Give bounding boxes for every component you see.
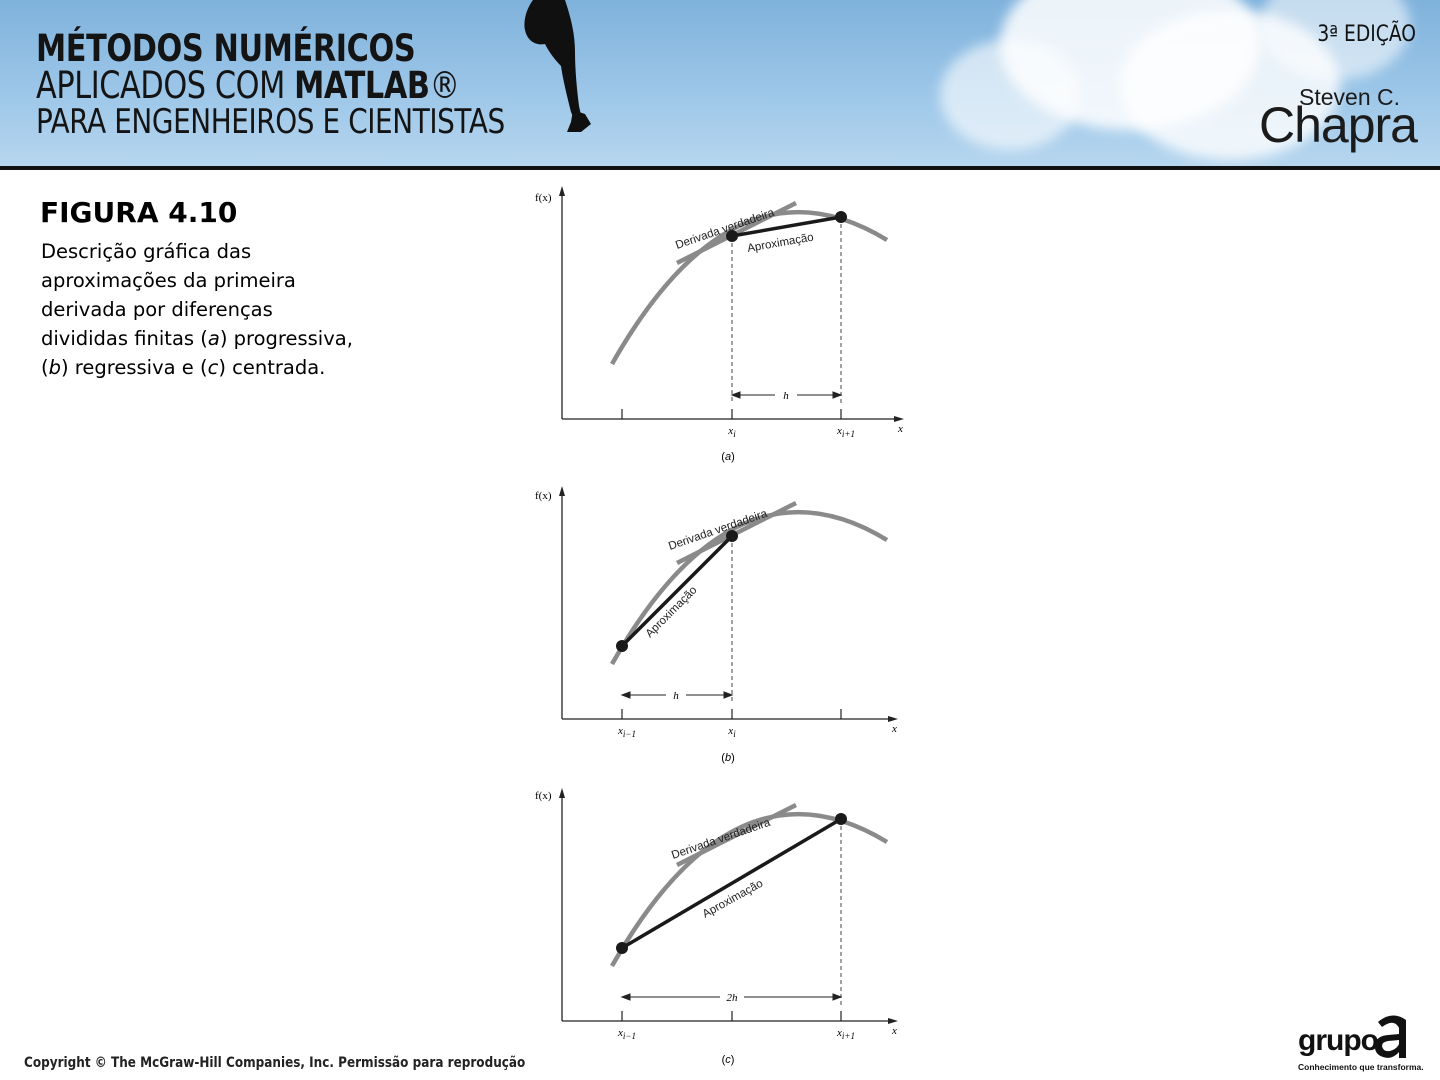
x-axis-arrowhead — [888, 1018, 898, 1024]
tangent-label: Derivada verdadeira — [667, 508, 769, 553]
panel-b-drawing: h Derivada verdadeira Aproximação f(x) x… — [535, 486, 898, 764]
approximation-line — [621, 817, 842, 950]
x-axis-label: x — [891, 1025, 897, 1037]
tick-label-right: xi+1 — [836, 425, 855, 439]
figure-description: Descrição gráfica das aproximações da pr… — [41, 237, 361, 382]
description-italic-c: c — [207, 356, 219, 379]
x-ticks — [621, 1011, 842, 1021]
tick-label-left: xi−1 — [617, 1027, 636, 1041]
matlab-wordmark: MATLAB — [294, 64, 430, 107]
interval-label: h — [673, 690, 679, 702]
approximation-line — [620, 534, 734, 648]
x-ticks — [621, 409, 842, 419]
diagram-panel-c: 2h Derivada verdadeira Aproximação f(x) … — [520, 782, 920, 1072]
interval-label: 2h — [727, 992, 739, 1004]
true-derivative-tangent — [675, 802, 798, 868]
edition-label: 3ª EDIÇÃO — [1317, 22, 1416, 47]
y-axis-label: f(x) — [535, 790, 552, 802]
publisher-a-glyph-icon — [1374, 1015, 1406, 1058]
description-italic-a: a — [207, 327, 220, 350]
approximation-label: Aproximação — [746, 231, 814, 254]
y-axis-arrowhead — [559, 486, 565, 496]
publisher-tagline: Conhecimento que transforma. — [1298, 1062, 1424, 1072]
author-last-name: Chapra — [1259, 97, 1418, 153]
publisher-wordmark: grupo — [1298, 1024, 1379, 1057]
tick-label-left: xi−1 — [617, 725, 636, 739]
approximation-line — [731, 215, 842, 238]
x-axis-label: x — [891, 723, 897, 735]
y-axis-label: f(x) — [535, 192, 552, 204]
function-curve — [610, 811, 889, 968]
registered-mark: ® — [429, 64, 460, 107]
description-part: ) regressiva e ( — [61, 356, 208, 379]
function-curve — [610, 509, 889, 666]
axes — [561, 190, 900, 420]
figure-title: FIGURA 4.10 — [40, 196, 238, 229]
axes — [561, 490, 894, 720]
book-title-line-2: APLICADOS COM MATLAB® — [36, 67, 505, 104]
panel-c-drawing: 2h Derivada verdadeira Aproximação f(x) … — [535, 788, 898, 1066]
description-part: ) centrada. — [218, 356, 326, 379]
publisher-logo: grupo Conhecimento que transforma. — [1298, 1010, 1424, 1074]
diagram-panel-b: h Derivada verdadeira Aproximação f(x) x… — [520, 480, 920, 770]
x-axis-arrowhead — [888, 716, 898, 722]
interval-arrow — [620, 691, 734, 699]
x-ticks — [621, 709, 842, 719]
data-point — [616, 942, 628, 954]
description-part: Descrição gráfica das aproximações da pr… — [41, 240, 296, 350]
book-title-line-2-prefix: APLICADOS COM — [36, 64, 295, 107]
tick-label-mid: xi — [727, 725, 736, 739]
data-point — [726, 230, 738, 242]
panel-caption: (b) — [721, 752, 734, 764]
tick-label-right: xi+1 — [836, 1027, 855, 1041]
tick-label-mid: xi — [727, 425, 736, 439]
interval-arrow — [620, 993, 843, 1001]
data-point — [835, 813, 847, 825]
book-title-line-3: PARA ENGENHEIROS E CIENTISTAS — [36, 102, 505, 142]
data-point — [835, 211, 847, 223]
panel-caption: (a) — [721, 451, 734, 463]
data-point — [726, 530, 738, 542]
description-italic-b: b — [48, 356, 61, 379]
y-axis-arrowhead — [559, 186, 565, 196]
data-point — [616, 640, 628, 652]
book-title: MÉTODOS NUMÉRICOS APLICADOS COM MATLAB® … — [36, 30, 505, 141]
header-divider — [0, 166, 1440, 170]
diagram-panel-a: h Derivada verdadeira Aproximação f(x) x… — [520, 180, 920, 470]
y-axis-arrowhead — [559, 788, 565, 798]
panel-a-drawing: h Derivada verdadeira Aproximação f(x) x… — [535, 186, 904, 463]
silhouette-figure-image — [524, 0, 591, 132]
axes — [561, 792, 894, 1022]
x-axis-arrowhead — [894, 416, 904, 422]
book-title-line-1: MÉTODOS NUMÉRICOS — [36, 27, 416, 70]
description-part: ) progressiva, ( — [41, 327, 353, 379]
author-first-name: Steven C. — [1299, 84, 1400, 110]
tangent-label: Derivada verdadeira — [670, 817, 772, 862]
header-banner: MÉTODOS NUMÉRICOS APLICADOS COM MATLAB® … — [0, 0, 1440, 166]
cloud-shape — [940, 40, 1080, 150]
approximation-label: Aproximação — [644, 584, 700, 640]
copyright-notice: Copyright © The McGraw-Hill Companies, I… — [24, 1055, 526, 1071]
panel-caption: (c) — [722, 1054, 735, 1066]
x-axis-label: x — [897, 423, 903, 435]
interval-label: h — [783, 390, 789, 402]
function-curve — [610, 209, 889, 366]
y-axis-label: f(x) — [535, 490, 552, 502]
interval-arrow — [730, 391, 843, 399]
